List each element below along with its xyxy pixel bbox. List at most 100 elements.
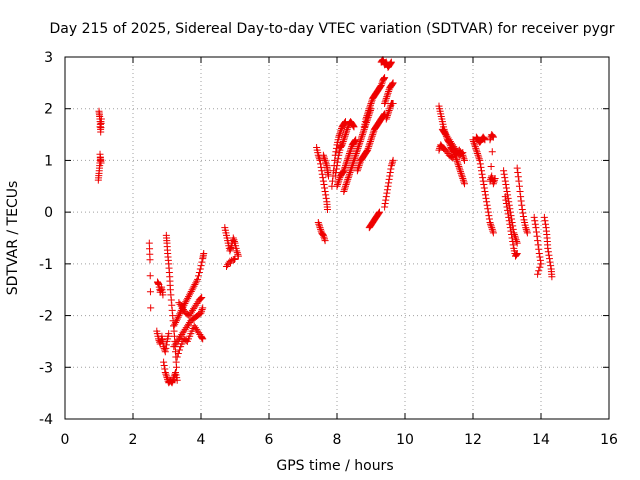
data-point	[382, 94, 390, 102]
data-point	[356, 139, 364, 147]
data-point	[460, 178, 468, 186]
data-point	[190, 282, 198, 290]
data-point	[485, 215, 493, 223]
data-point	[336, 130, 344, 138]
data-point	[375, 209, 383, 217]
data-point	[534, 270, 542, 278]
data-point	[381, 100, 389, 108]
data-point	[199, 304, 207, 312]
data-point	[507, 227, 515, 235]
data-point	[471, 143, 479, 151]
data-point	[508, 231, 516, 239]
data-point	[389, 80, 397, 88]
data-point	[173, 363, 181, 371]
data-point	[345, 170, 353, 178]
data-point	[199, 335, 207, 343]
data-point	[500, 170, 508, 178]
x-tick-label: 14	[532, 432, 550, 448]
data-point	[365, 106, 373, 114]
data-point	[197, 294, 205, 302]
data-point	[514, 173, 522, 181]
data-point	[366, 101, 374, 109]
data-point	[162, 372, 170, 380]
data-point	[230, 237, 238, 245]
data-point	[382, 193, 390, 201]
data-point	[357, 134, 365, 142]
data-point	[461, 180, 468, 188]
data-point	[369, 129, 377, 137]
data-point	[322, 158, 330, 166]
data-point	[343, 127, 351, 135]
data-point	[198, 306, 206, 314]
data-point	[193, 277, 201, 285]
data-point	[168, 379, 176, 387]
data-point	[378, 80, 386, 88]
data-point	[459, 149, 467, 157]
data-point	[344, 175, 352, 183]
data-point	[347, 167, 355, 175]
data-point	[332, 168, 340, 176]
data-point	[341, 163, 349, 171]
data-point	[328, 177, 336, 185]
data-point	[340, 187, 348, 195]
data-point	[356, 137, 364, 145]
data-point	[317, 225, 325, 233]
data-point	[198, 293, 206, 301]
data-point	[477, 163, 485, 171]
data-point	[337, 126, 345, 134]
data-point	[158, 336, 166, 344]
data-point	[197, 309, 205, 317]
data-point	[364, 108, 372, 116]
data-point	[340, 167, 348, 175]
data-point	[381, 98, 389, 106]
data-point	[479, 177, 487, 185]
data-point	[513, 250, 521, 258]
data-point	[489, 132, 497, 140]
data-point	[508, 234, 516, 242]
data-point	[350, 156, 358, 164]
data-point	[341, 184, 349, 192]
data-point	[323, 206, 331, 214]
data-point	[534, 237, 542, 245]
data-point	[541, 217, 549, 225]
data-point	[147, 304, 155, 312]
data-point	[340, 165, 348, 173]
data-point	[531, 217, 539, 225]
data-point	[96, 150, 104, 158]
data-point	[368, 98, 376, 106]
data-point	[389, 100, 397, 108]
data-point	[226, 257, 234, 265]
data-point	[454, 161, 462, 169]
data-point	[344, 155, 352, 163]
data-point	[490, 178, 498, 186]
data-point	[356, 160, 364, 168]
data-point	[383, 113, 391, 121]
data-point	[533, 232, 541, 240]
data-point	[228, 256, 236, 264]
data-point	[351, 155, 359, 163]
data-point	[366, 137, 374, 145]
data-point	[345, 172, 353, 180]
x-tick-label: 4	[197, 432, 206, 448]
data-point	[453, 157, 461, 165]
data-point	[365, 141, 373, 149]
x-axis-label: GPS time / hours	[276, 458, 393, 474]
data-point	[380, 75, 388, 83]
data-point	[345, 151, 353, 159]
data-point	[362, 115, 370, 123]
data-point	[488, 225, 496, 233]
data-point	[502, 184, 510, 192]
data-point	[339, 137, 347, 145]
data-point	[382, 196, 390, 204]
data-point	[348, 163, 356, 171]
x-tick-label: 2	[129, 432, 138, 448]
data-point	[502, 181, 510, 189]
data-point	[457, 169, 465, 177]
data-point	[321, 155, 329, 163]
data-point	[386, 172, 394, 180]
data-point	[368, 132, 376, 140]
data-point	[159, 291, 167, 299]
data-point	[334, 181, 342, 189]
data-point	[181, 300, 189, 308]
data-point	[171, 370, 179, 378]
